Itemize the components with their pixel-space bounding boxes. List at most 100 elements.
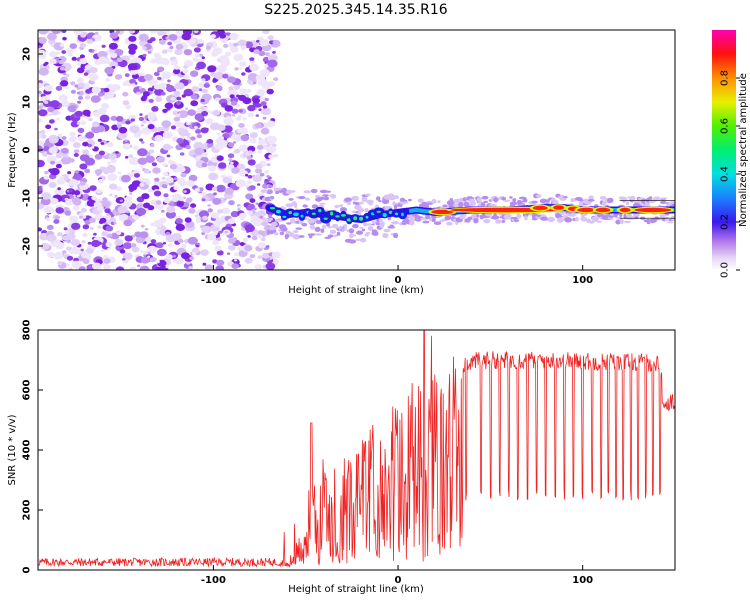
noise-speckle xyxy=(195,244,200,248)
noise-speckle xyxy=(205,45,211,50)
noise-speckle xyxy=(201,225,212,234)
y-tick-label: 20 xyxy=(22,47,33,61)
noise-speckle xyxy=(212,197,222,205)
noise-speckle xyxy=(44,61,49,65)
noise-speckle xyxy=(200,127,209,134)
noise-speckle xyxy=(130,243,137,248)
noise-speckle xyxy=(228,158,233,162)
noise-speckle xyxy=(173,177,178,181)
noise-speckle xyxy=(50,198,59,205)
noise-speckle xyxy=(182,30,193,36)
noise-speckle xyxy=(256,183,261,186)
noise-speckle xyxy=(195,218,202,224)
track-halo xyxy=(346,201,351,206)
noise-speckle xyxy=(240,246,244,249)
track-blob-core xyxy=(293,212,300,217)
noise-speckle xyxy=(73,30,83,36)
noise-speckle xyxy=(215,97,221,102)
track-halo xyxy=(389,224,394,228)
colorbar-tick-label: 0.0 xyxy=(720,262,731,278)
noise-speckle xyxy=(143,169,150,174)
noise-speckle xyxy=(105,77,110,82)
noise-speckle xyxy=(46,224,54,230)
track-halo xyxy=(625,201,630,206)
noise-speckle xyxy=(161,71,172,80)
noise-speckle xyxy=(100,142,105,145)
noise-speckle xyxy=(38,186,43,191)
noise-speckle xyxy=(272,51,276,54)
noise-speckle xyxy=(165,177,174,184)
noise-speckle xyxy=(201,88,208,94)
noise-speckle xyxy=(231,263,239,269)
track-halo xyxy=(261,221,269,227)
noise-speckle xyxy=(216,184,226,193)
noise-speckle xyxy=(77,62,82,66)
noise-speckle xyxy=(163,193,169,198)
track-halo xyxy=(483,200,489,203)
track-halo xyxy=(564,217,572,223)
noise-speckle xyxy=(215,138,223,144)
noise-speckle xyxy=(194,147,205,156)
noise-speckle xyxy=(215,265,224,270)
track-blob-core xyxy=(365,215,369,219)
noise-speckle xyxy=(38,159,45,168)
noise-speckle xyxy=(133,145,139,150)
noise-speckle xyxy=(96,173,101,176)
noise-speckle xyxy=(214,71,225,80)
y-tick-label: -10 xyxy=(22,189,33,207)
noise-speckle xyxy=(216,85,223,91)
noise-speckle xyxy=(255,74,266,82)
noise-speckle xyxy=(244,257,253,264)
track-blob-core xyxy=(401,212,404,217)
y-tick-label: 200 xyxy=(22,500,33,521)
noise-speckle xyxy=(115,186,122,192)
noise-speckle xyxy=(183,88,194,97)
noise-speckle xyxy=(117,131,128,140)
noise-speckle xyxy=(136,91,141,96)
noise-speckle xyxy=(238,123,245,128)
noise-speckle xyxy=(88,217,96,223)
track-halo xyxy=(361,196,368,202)
track-halo xyxy=(667,221,674,224)
noise-speckle xyxy=(80,207,87,213)
track-halo xyxy=(572,218,576,221)
noise-speckle xyxy=(255,202,259,205)
noise-speckle xyxy=(201,152,208,158)
noise-speckle xyxy=(149,37,156,42)
track-halo xyxy=(476,214,480,218)
noise-speckle xyxy=(247,112,254,118)
noise-speckle xyxy=(262,116,267,120)
noise-speckle xyxy=(249,138,257,144)
noise-speckle xyxy=(234,67,239,71)
noise-speckle xyxy=(85,88,92,94)
noise-speckle xyxy=(153,180,161,186)
track-halo xyxy=(463,201,470,207)
noise-speckle xyxy=(121,174,131,183)
track-halo xyxy=(544,199,550,203)
track-halo xyxy=(310,188,318,194)
noise-speckle xyxy=(109,61,118,68)
noise-speckle xyxy=(200,98,205,103)
noise-speckle xyxy=(109,32,119,39)
noise-speckle xyxy=(246,89,252,93)
noise-speckle xyxy=(181,244,187,249)
noise-speckle xyxy=(233,84,241,90)
noise-speckle xyxy=(256,89,266,97)
track-halo xyxy=(670,200,675,203)
noise-speckle xyxy=(246,180,252,185)
noise-speckle xyxy=(125,120,131,125)
noise-speckle xyxy=(66,239,72,244)
noise-speckle xyxy=(38,109,48,117)
noise-speckle xyxy=(129,266,137,270)
noise-speckle xyxy=(175,101,181,105)
noise-speckle xyxy=(76,121,81,125)
noise-speckle xyxy=(241,47,246,51)
track-halo xyxy=(483,219,491,224)
noise-speckle xyxy=(165,254,173,260)
track-hot-core xyxy=(634,207,672,213)
noise-speckle xyxy=(194,126,198,129)
noise-speckle xyxy=(58,59,65,65)
track-halo xyxy=(288,232,295,237)
noise-speckle xyxy=(242,117,247,121)
noise-speckle xyxy=(54,127,58,131)
